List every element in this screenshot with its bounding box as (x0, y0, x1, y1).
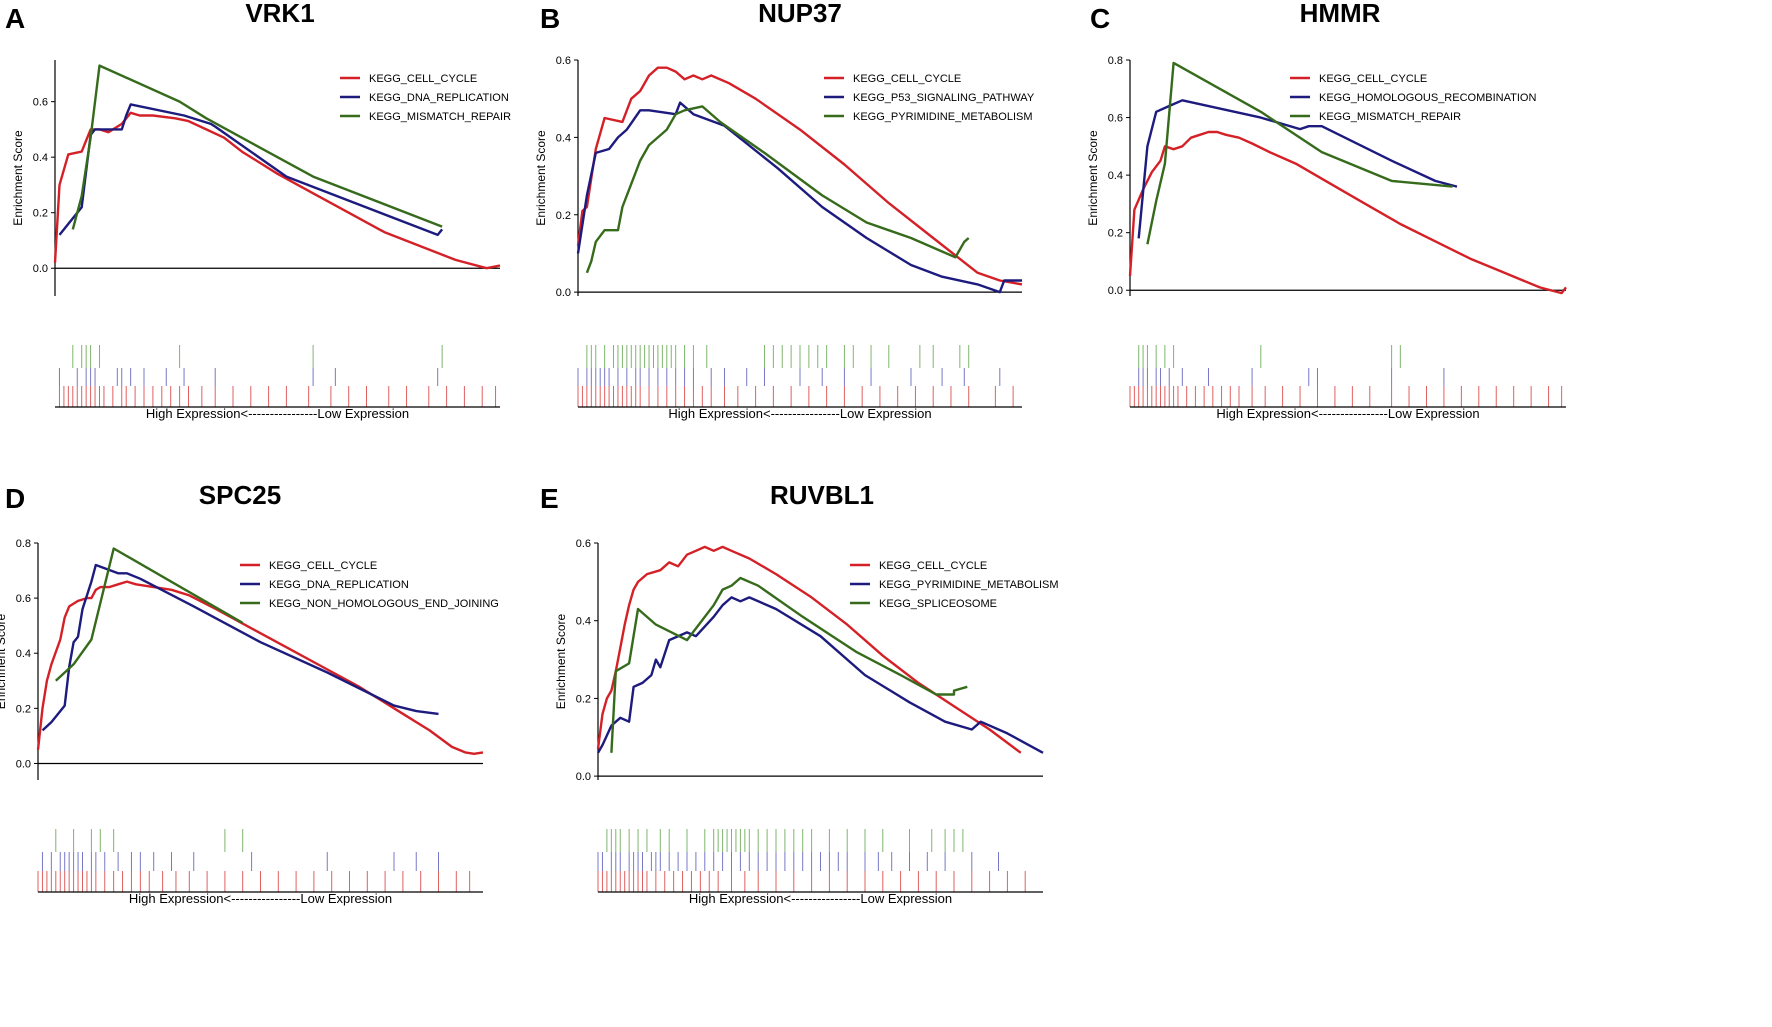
legend-label: KEGG_CELL_CYCLE (269, 560, 377, 572)
y-tick-label: 0.2 (33, 208, 48, 220)
legend-label: KEGG_HOMOLOGOUS_RECOMBINATION (1319, 92, 1536, 104)
series-line-kegg-spliceosome (610, 576, 968, 753)
series-line-kegg-cell-cycle (1128, 130, 1567, 295)
series-line-kegg-cell-cycle (576, 66, 1023, 286)
x-axis-label: High Expression<----------------Low Expr… (129, 891, 392, 906)
series-line-kegg-p53-signaling-pathway (576, 101, 1022, 294)
x-axis-label: High Expression<----------------Low Expr… (689, 891, 952, 906)
panel-letter: C (1090, 3, 1110, 34)
series-line-kegg-dna-replication (41, 563, 439, 732)
series-line-kegg-mismatch-repair (1146, 61, 1453, 245)
series-line-kegg-mismatch-repair (71, 64, 443, 230)
y-tick-label: 0.6 (556, 55, 571, 67)
panel-letter: E (540, 483, 559, 514)
y-tick-label: 0.2 (556, 210, 571, 222)
series-line-kegg-pyrimidine-metabolism (596, 596, 1044, 754)
chart-title: HMMR (1300, 0, 1381, 28)
legend-label: KEGG_MISMATCH_REPAIR (369, 111, 511, 123)
y-tick-label: 0.2 (16, 703, 31, 715)
y-tick-label: 0.8 (16, 538, 31, 550)
y-tick-label: 0.8 (1108, 55, 1123, 67)
panel-letter: D (5, 483, 25, 514)
y-tick-label: 0.2 (576, 693, 591, 705)
legend-label: KEGG_MISMATCH_REPAIR (1319, 111, 1461, 123)
y-tick-label: 0.4 (1108, 170, 1123, 182)
y-tick-label: 0.6 (1108, 113, 1123, 125)
series-line-kegg-pyrimidine-metabolism (585, 105, 970, 274)
y-tick-label: 0.0 (576, 771, 591, 783)
y-tick-label: 0.6 (16, 593, 31, 605)
legend-label: KEGG_SPLICEOSOME (879, 598, 997, 610)
x-axis-label: High Expression<----------------Low Expr… (1216, 406, 1479, 421)
chart-title: RUVBL1 (770, 480, 874, 510)
chart-title: NUP37 (758, 0, 842, 28)
legend-label: KEGG_CELL_CYCLE (1319, 73, 1427, 85)
panel-E: E RUVBL1 0.0 0.2 0.4 0.6 Enrichment Score KEGG_… (540, 480, 1059, 906)
series-line-kegg-cell-cycle (53, 111, 501, 270)
y-tick-label: 0.0 (556, 287, 571, 299)
y-tick-label: 0.0 (16, 758, 31, 770)
legend-label: KEGG_PYRIMIDINE_METABOLISM (879, 579, 1059, 591)
panel-C: C HMMR 0.0 0.2 0.4 0.6 0.8 Enrichment Score KEGG… (1086, 0, 1567, 421)
series-line-kegg-cell-cycle (596, 545, 1022, 754)
y-tick-label: 0.4 (16, 648, 31, 660)
y-axis-label: Enrichment Score (534, 130, 548, 226)
legend-label: KEGG_DNA_REPLICATION (269, 579, 409, 591)
legend-label: KEGG_PYRIMIDINE_METABOLISM (853, 111, 1033, 123)
panel-D: D SPC25 0.0 0.2 0.4 0.6 0.8 Enrichment Score KEG… (0, 480, 499, 906)
panel-A: A VRK1 0.0 0.2 0.4 0.6 Enrichment Score KEGG_CE… (5, 0, 511, 421)
y-axis-label: Enrichment Score (0, 613, 8, 709)
panel-B: B NUP37 0.0 0.2 0.4 0.6 Enrichment Score KEGG_C… (534, 0, 1035, 421)
legend-label: KEGG_CELL_CYCLE (369, 73, 477, 85)
series-line-kegg-dna-replication (58, 103, 444, 237)
y-tick-label: 0.0 (1108, 285, 1123, 297)
legend-label: KEGG_CELL_CYCLE (879, 560, 987, 572)
x-axis-label: High Expression<----------------Low Expr… (146, 406, 409, 421)
y-tick-label: 0.4 (33, 152, 48, 164)
y-tick-label: 0.2 (1108, 228, 1123, 240)
y-axis-label: Enrichment Score (554, 613, 568, 709)
chart-title: SPC25 (199, 480, 281, 510)
series-line-kegg-non-homologous-end-joining (54, 547, 244, 682)
y-tick-label: 0.4 (576, 616, 591, 628)
legend-label: KEGG_CELL_CYCLE (853, 73, 961, 85)
legend-label: KEGG_DNA_REPLICATION (369, 92, 509, 104)
y-axis-label: Enrichment Score (11, 130, 25, 226)
chart-title: VRK1 (245, 0, 314, 28)
panel-letter: B (540, 3, 560, 34)
y-tick-label: 0.6 (33, 97, 48, 109)
series-line-kegg-cell-cycle (36, 580, 484, 755)
y-tick-label: 0.0 (33, 263, 48, 275)
legend-label: KEGG_NON_HOMOLOGOUS_END_JOINING (269, 598, 499, 610)
panel-letter: A (5, 3, 25, 34)
y-tick-label: 0.4 (556, 132, 571, 144)
y-axis-label: Enrichment Score (1086, 130, 1100, 226)
legend-label: KEGG_P53_SIGNALING_PATHWAY (853, 92, 1035, 104)
x-axis-label: High Expression<----------------Low Expr… (668, 406, 931, 421)
y-tick-label: 0.6 (576, 538, 591, 550)
